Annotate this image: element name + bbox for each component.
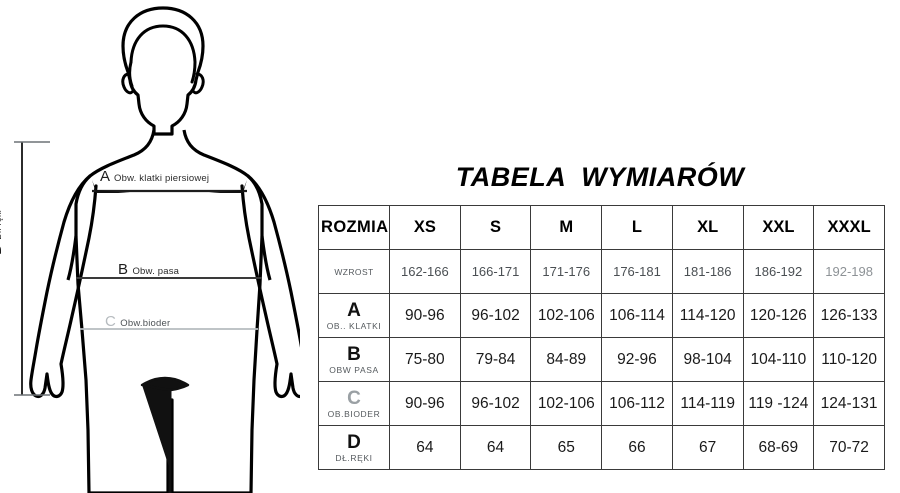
figure-label-b-description: Obw. pasa	[132, 266, 180, 277]
arm-right-outline	[240, 174, 300, 399]
cell-d-xxl: 68-69	[742, 425, 815, 470]
table-header-row: ROZMIAR XS S M L XL XXL XXXL	[318, 205, 885, 250]
cell-wzrost-l: 176-181	[601, 249, 673, 294]
measure-arrow-a-right	[209, 180, 247, 193]
cell-a-s: 96-102	[459, 293, 532, 338]
body-silhouette-illustration	[14, 6, 300, 493]
table-row: D DŁ.RĘKI 64 64 65 66 67 68-69 70-72	[318, 425, 885, 470]
table-row: WZROST 162-166 166-171 171-176 176-181 1…	[318, 249, 885, 294]
cell-b-l: 92-96	[601, 337, 673, 382]
waist-right-curve	[260, 235, 272, 281]
cell-c-xxxl: 124-131	[813, 381, 885, 426]
cell-b-xs: 75-80	[389, 337, 461, 382]
ear-left-outline	[121, 72, 134, 95]
cell-a-xl: 114-120	[671, 293, 744, 338]
header-cell-rozmiar: ROZMIAR	[318, 205, 390, 250]
cell-b-m: 84-89	[530, 337, 603, 382]
header-cell-xxl: XXL	[742, 205, 815, 250]
figure-label-b-letter: B	[118, 261, 129, 278]
cell-d-s: 64	[459, 425, 532, 470]
cell-c-m: 102-106	[530, 381, 603, 426]
cell-c-xxl: 119 -124	[742, 381, 815, 426]
figure-label-b: B Obw. pasa	[118, 261, 179, 279]
row-label-b: B OBW PASA	[318, 337, 390, 382]
crotch-detail	[140, 376, 190, 470]
size-chart-table: ROZMIAR XS S M L XL XXL XXXL WZROST 162-…	[318, 205, 885, 470]
header-cell-s: S	[459, 205, 532, 250]
cell-c-xs: 90-96	[389, 381, 461, 426]
figure-label-c-letter: C	[105, 313, 116, 330]
cell-wzrost-xl: 181-186	[671, 249, 744, 294]
row-label-d-sub: DŁ.RĘKI	[335, 452, 373, 463]
cell-wzrost-m: 171-176	[530, 249, 603, 294]
figure-label-c: C Obw.bioder	[105, 313, 170, 331]
figure-label-d: D Dł. ręki	[0, 210, 6, 255]
page-title: TABELA WYMIARÓW	[455, 162, 745, 192]
cell-d-xxxl: 70-72	[813, 425, 885, 470]
row-label-c-letter: C	[347, 387, 361, 409]
cell-a-xs: 90-96	[389, 293, 461, 338]
row-label-a-sub: OB.. KLATKI	[326, 320, 382, 331]
hair-line	[129, 24, 197, 84]
cell-d-m: 65	[530, 425, 603, 470]
row-label-d: D DŁ.RĘKI	[318, 425, 390, 470]
cell-b-xl: 98-104	[671, 337, 744, 382]
figure-label-a-description: Obw. klatki piersiowej	[114, 173, 210, 184]
row-label-c: C OB.BIODER	[318, 381, 390, 426]
header-cell-l: L	[601, 205, 673, 250]
row-label-a-letter: A	[347, 299, 361, 321]
body-diagram-panel: A Obw. klatki piersiowej B Obw. pasa C Ob…	[0, 0, 300, 493]
size-chart-panel: TABELA WYMIARÓW ROZMIAR XS S M L XL XXL …	[300, 0, 900, 493]
cell-d-xs: 64	[389, 425, 461, 470]
row-label-b-sub: OBW PASA	[329, 364, 379, 375]
cell-a-xxl: 120-126	[742, 293, 815, 338]
header-cell-m: M	[530, 205, 603, 250]
table-row: A OB.. KLATKI 90-96 96-102 102-106 106-1…	[318, 293, 885, 338]
cell-b-xxxl: 110-120	[813, 337, 885, 382]
header-cell-xl: XL	[671, 205, 744, 250]
figure-label-a: A Obw. klatki piersiowej	[100, 168, 209, 186]
cell-b-s: 79-84	[459, 337, 532, 382]
waist-left-curve	[66, 235, 78, 281]
ear-right-outline	[192, 72, 205, 95]
cell-d-xl: 67	[671, 425, 744, 470]
cell-a-xxxl: 126-133	[813, 293, 885, 338]
cell-c-xl: 114-119	[671, 381, 744, 426]
row-label-a: A OB.. KLATKI	[318, 293, 390, 338]
cell-wzrost-xxxl: 192-198	[813, 249, 885, 294]
table-row: B OBW PASA 75-80 79-84 84-89 92-96 98-10…	[318, 337, 885, 382]
cell-b-xxl: 104-110	[742, 337, 815, 382]
cell-c-l: 106-112	[601, 381, 673, 426]
cell-a-l: 106-114	[601, 293, 673, 338]
cell-wzrost-xs: 162-166	[389, 249, 461, 294]
cell-d-l: 66	[601, 425, 673, 470]
row-label-d-letter: D	[347, 431, 361, 453]
row-label-b-letter: B	[347, 343, 361, 365]
cell-c-s: 96-102	[459, 381, 532, 426]
measure-arrow-a-left	[92, 180, 130, 193]
figure-label-c-description: Obw.bioder	[120, 318, 171, 329]
figure-label-d-description: Dł. ręki	[0, 210, 3, 240]
header-cell-xs: XS	[389, 205, 461, 250]
cell-a-m: 102-106	[530, 293, 603, 338]
figure-label-d-letter: D	[0, 244, 5, 255]
cell-wzrost-s: 166-171	[459, 249, 532, 294]
arm-left-outline	[29, 174, 98, 399]
figure-label-a-letter: A	[100, 168, 111, 185]
header-cell-xxxl: XXXL	[813, 205, 885, 250]
row-label-wzrost: WZROST	[318, 249, 390, 294]
cell-wzrost-xxl: 186-192	[742, 249, 815, 294]
table-row: C OB.BIODER 90-96 96-102 102-106 106-112…	[318, 381, 885, 426]
row-label-c-sub: OB.BIODER	[327, 408, 381, 419]
